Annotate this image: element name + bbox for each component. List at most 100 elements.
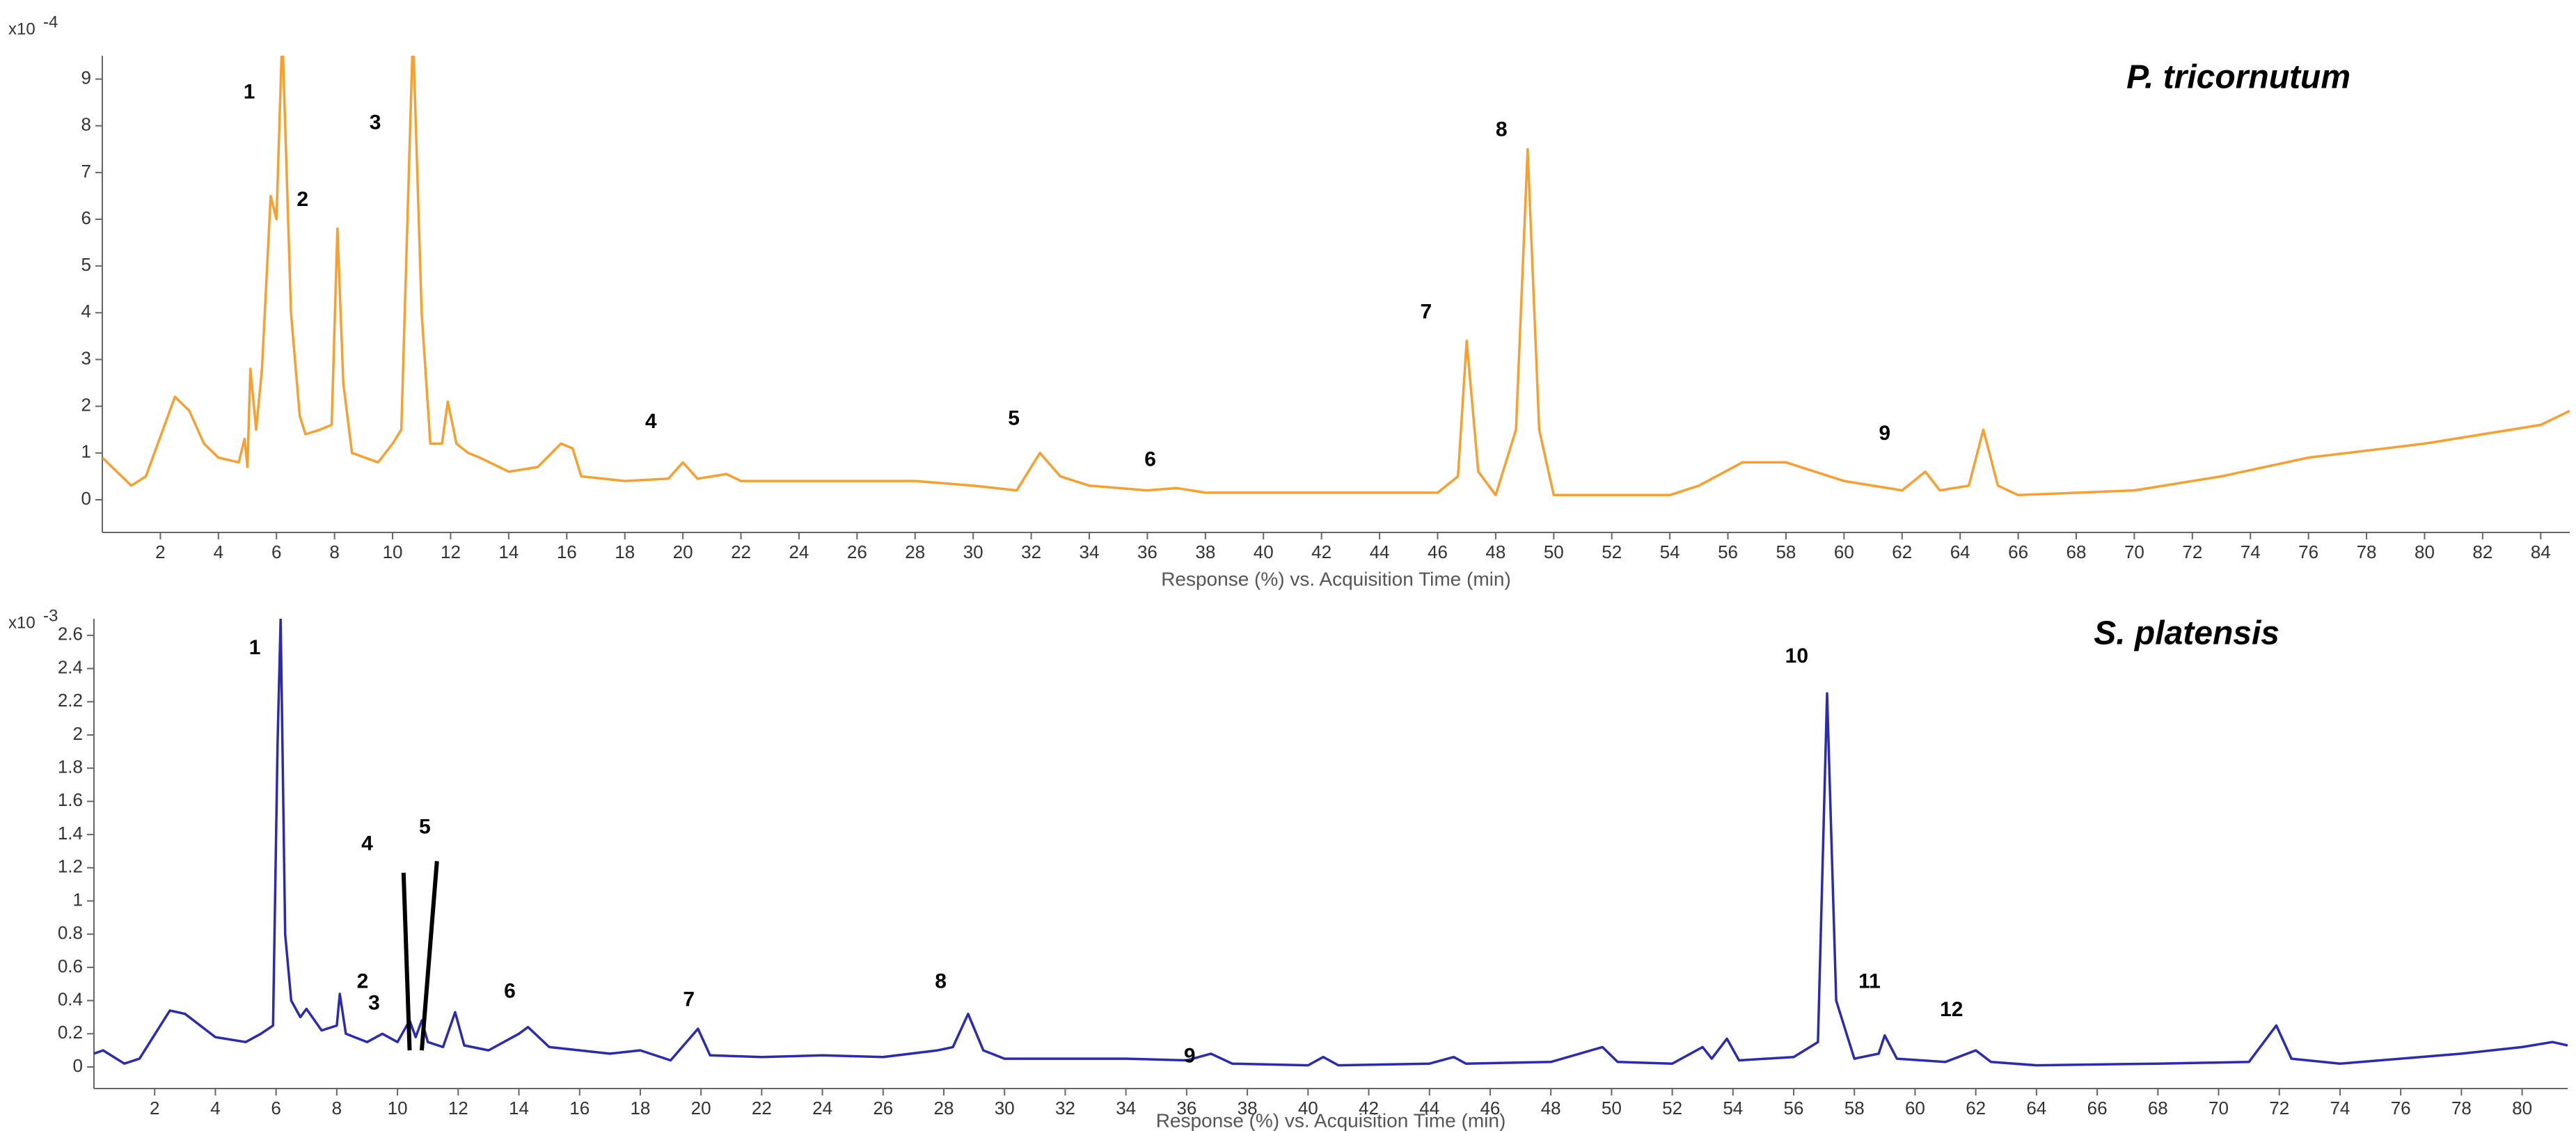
peak-label: 8 [1496,118,1508,141]
x-tick-label: 42 [1311,541,1332,562]
peak-label: 8 [935,970,947,992]
x-tick-label: 74 [2241,541,2261,562]
multiplier: x10 [8,613,35,632]
x-tick-label: 28 [934,1098,954,1118]
x-tick-label: 84 [2531,541,2551,562]
x-tick-label: 60 [1834,541,1854,562]
x-tick-label: 56 [1718,541,1738,562]
y-tick-label: 4 [81,301,91,322]
trace [94,619,2568,1067]
y-tick-label: 7 [81,161,91,182]
peak-label: 4 [361,832,373,855]
peak-label: 9 [1184,1045,1196,1068]
x-tick-label: 6 [271,1098,280,1118]
y-tick-label: 1.4 [58,823,83,844]
peak-label: 6 [1144,448,1156,471]
x-tick-label: 8 [332,1098,342,1118]
x-tick-label: 12 [448,1098,468,1118]
y-tick-label: 2.6 [58,624,83,644]
peak-label: 1 [249,636,261,659]
peak-label: 4 [645,410,657,433]
x-tick-label: 44 [1419,1098,1439,1118]
x-axis-label: Response (%) vs. Acquisition Time (min) [1156,1109,1506,1131]
peak-label: 10 [1785,644,1808,667]
x-tick-label: 66 [2087,1098,2108,1118]
y-tick-label: 1.8 [58,757,83,777]
y-tick-label: 0 [81,488,91,509]
x-tick-label: 30 [995,1098,1015,1118]
y-tick-label: 2 [81,395,91,416]
peak-label: 3 [368,991,380,1014]
x-tick-label: 46 [1480,1098,1500,1118]
x-tick-label: 62 [1966,1098,1986,1118]
x-tick-label: 18 [615,541,635,562]
y-tick-label: 5 [81,254,91,275]
x-tick-label: 72 [2182,541,2202,562]
peak-label: 12 [1940,998,1963,1021]
x-tick-label: 74 [2330,1098,2350,1118]
y-tick-label: 0.6 [58,956,83,976]
peak-label: 6 [504,980,516,1003]
x-tick-label: 20 [691,1098,711,1118]
x-tick-label: 10 [383,541,403,562]
peak-label: 7 [1420,300,1432,323]
x-tick-label: 4 [214,541,223,562]
peak-label: 9 [1879,422,1890,445]
x-tick-label: 70 [2208,1098,2229,1118]
x-tick-label: 22 [752,1098,772,1118]
x-tick-label: 16 [569,1098,590,1118]
x-tick-label: 68 [2148,1098,2168,1118]
y-tick-label: 3 [81,347,91,368]
y-tick-label: 1 [81,441,91,462]
x-tick-label: 38 [1238,1098,1258,1118]
x-tick-label: 62 [1892,541,1912,562]
x-tick-label: 50 [1602,1098,1622,1118]
x-tick-label: 56 [1784,1098,1804,1118]
x-tick-label: 72 [2269,1098,2289,1118]
x-tick-label: 10 [388,1098,408,1118]
x-tick-label: 58 [1844,1098,1865,1118]
y-tick-label: 0.4 [58,988,83,1009]
x-tick-label: 2 [150,1098,159,1118]
peak-label: 11 [1858,970,1881,992]
multiplier: x10 [8,19,35,38]
x-tick-label: 66 [2008,541,2028,562]
peak-label: 3 [370,111,381,134]
x-tick-label: 36 [1176,1098,1196,1118]
x-tick-label: 16 [557,541,577,562]
x-tick-label: 52 [1662,1098,1682,1118]
x-tick-label: 12 [441,541,461,562]
x-tick-label: 52 [1602,541,1622,562]
x-tick-label: 58 [1776,541,1796,562]
chart-title: P. tricornutum [2126,59,2350,96]
x-tick-label: 78 [2357,541,2377,562]
x-tick-label: 38 [1195,541,1215,562]
peak-label: 2 [297,188,308,211]
x-axis-label: Response (%) vs. Acquisition Time (min) [1161,568,1511,590]
x-tick-label: 34 [1116,1098,1136,1118]
x-tick-label: 20 [673,541,693,562]
multiplier-exponent: -3 [43,606,58,625]
x-tick-label: 64 [1950,541,1970,562]
x-tick-label: 78 [2451,1098,2472,1118]
x-tick-label: 68 [2067,541,2087,562]
x-tick-label: 80 [2415,541,2435,562]
x-tick-label: 50 [1544,541,1564,562]
chart-panel: 00.20.40.60.811.21.41.61.822.22.42.62 4 6 8… [8,606,2568,1131]
y-tick-label: 0.2 [58,1022,83,1043]
x-tick-label: 18 [630,1098,650,1118]
x-tick-label: 64 [2026,1098,2046,1118]
multiplier-exponent: -4 [43,13,58,31]
peak-label: 1 [244,81,255,104]
x-tick-label: 6 [271,541,281,562]
y-tick-label: 1.2 [58,856,83,877]
peak-label: 5 [1008,406,1020,429]
y-tick-label: 2.2 [58,690,83,711]
x-tick-label: 32 [1055,1098,1075,1118]
y-tick-label: 0 [73,1055,83,1076]
y-tick-label: 2.4 [58,656,83,677]
x-tick-label: 54 [1723,1098,1743,1118]
x-tick-label: 42 [1359,1098,1379,1118]
x-tick-label: 36 [1137,541,1157,562]
y-tick-label: 1.6 [58,789,83,810]
